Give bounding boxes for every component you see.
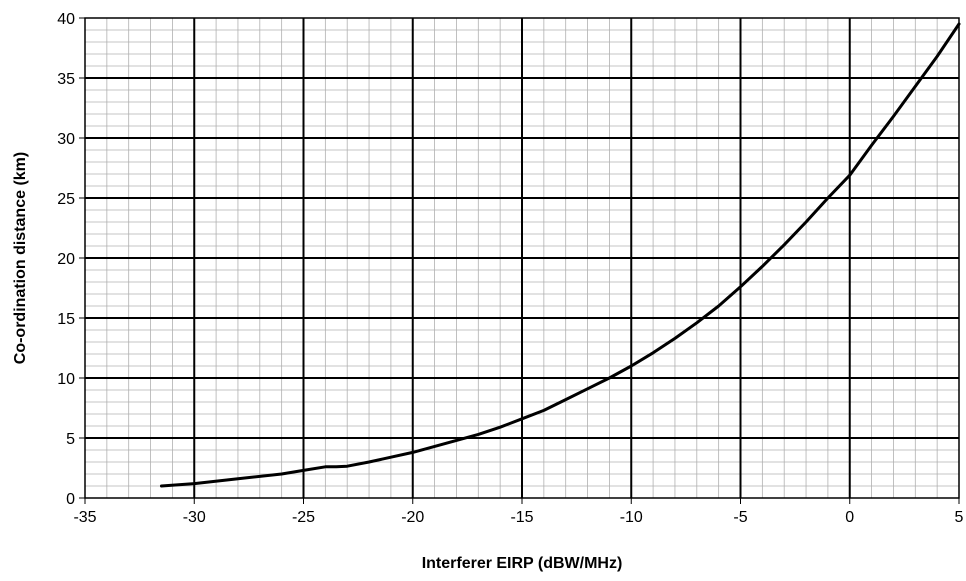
x-tick-label: -35: [73, 509, 96, 526]
x-tick-label: -30: [183, 509, 206, 526]
x-tick-label: -20: [401, 509, 424, 526]
y-axis: 0 5 10 15 20 25 30 35 40: [57, 11, 85, 508]
x-axis: -35 -30 -25 -20 -15 -10 -5 0 5: [73, 498, 964, 526]
y-tick-label: 40: [57, 11, 75, 28]
y-tick-label: 0: [66, 491, 75, 508]
x-axis-title: Interferer EIRP (dBW/MHz): [422, 555, 623, 572]
series-layer: [159, 22, 961, 488]
y-tick-label: 20: [57, 251, 75, 268]
y-tick-label: 15: [57, 311, 75, 328]
x-tick-label: -25: [292, 509, 315, 526]
y-tick-label: 35: [57, 71, 75, 88]
x-tick-label: -10: [620, 509, 643, 526]
y-axis-title: Co-ordination distance (km): [12, 152, 29, 364]
series-line: [159, 22, 961, 488]
x-tick-label: -15: [510, 509, 533, 526]
y-tick-label: 10: [57, 371, 75, 388]
major-gridlines: [85, 18, 959, 498]
y-tick-label: 25: [57, 191, 75, 208]
x-tick-label: -5: [733, 509, 747, 526]
y-tick-label: 30: [57, 131, 75, 148]
x-tick-label: 5: [955, 509, 964, 526]
y-tick-label: 5: [66, 431, 75, 448]
x-tick-label: 0: [845, 509, 854, 526]
